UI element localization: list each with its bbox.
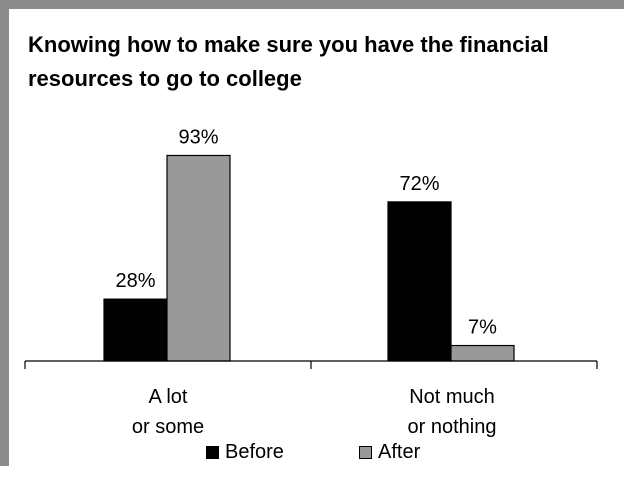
category-label-not-much-or-nothing: Not much or nothing <box>407 386 497 438</box>
data-label-after-0: 93% <box>178 126 218 148</box>
legend-swatch-before <box>206 445 219 459</box>
chart-title: Knowing how to make sure you have the fi… <box>28 32 549 91</box>
frame-left-border <box>0 0 9 466</box>
legend-item-before: Before <box>206 437 284 467</box>
legend-swatch-after <box>359 445 372 459</box>
legend-label-after: After <box>378 440 421 463</box>
legend-item-after: After <box>359 437 420 467</box>
legend-label-before: Before <box>225 440 284 463</box>
bar-after-1 <box>450 344 515 362</box>
frame-top-border <box>0 0 624 9</box>
data-label-after-1: 7% <box>468 317 497 339</box>
chart-legend: Before After <box>0 437 624 491</box>
data-label-before-1: 72% <box>399 173 439 195</box>
bar-before-1 <box>387 201 452 362</box>
bar-after-0 <box>166 154 231 362</box>
category-label-a-lot-or-some: A lot or some <box>131 386 205 438</box>
bar-before-0 <box>103 298 168 362</box>
data-label-before-0: 28% <box>115 270 155 292</box>
